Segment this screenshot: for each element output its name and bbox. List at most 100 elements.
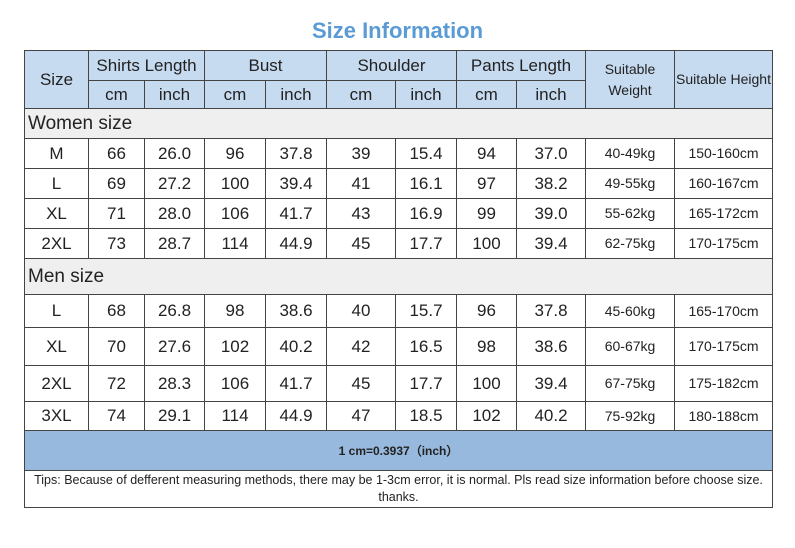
section-title: Men size [23,258,774,295]
table-row: 2XL 73 28.7 114 44.9 45 17.7 100 39.4 62-75kg 170-… [24,228,774,259]
data-cell: 97 [456,168,517,199]
header-cell: Bust [204,50,327,81]
table-row: XL 71 28.0 106 41.7 43 16.9 99 39.0 55-62kg 165-17… [24,198,774,229]
table-row: Men size [23,258,774,295]
data-cell: 170-175cm [674,327,774,366]
table-row: 1 cm=0.3937（inch） [23,430,774,471]
data-cell: 73 [88,228,145,259]
title: Size Information [311,18,484,43]
data-cell: 39.0 [515,198,587,229]
data-cell: 16.5 [395,327,457,366]
header-cell: Pants Length [455,50,587,81]
data-cell: 55-62kg [585,198,676,229]
data-cell: 38.6 [265,294,327,328]
data-cell: 47 [326,401,396,431]
table-row: M 66 26.0 96 37.8 39 15.4 94 37.0 40-49kg 150-160c… [24,138,774,169]
data-cell: 62-75kg [585,228,676,259]
data-cell: 39 [326,138,396,169]
table-row: Tips: Because of defferent measuring met… [23,470,774,508]
data-cell: 3XL [24,401,89,431]
data-cell: 102 [456,401,517,431]
section-title: Women size [23,108,774,139]
unit-cell: cm [456,80,517,109]
data-cell: 40-49kg [585,138,676,169]
header-cell: Suitable Weight [585,50,676,109]
data-cell: 94 [456,138,517,169]
table-row: L 69 27.2 100 39.4 41 16.1 97 38.2 49-55kg 160-167… [24,168,774,199]
data-cell: 45 [326,228,396,259]
data-cell: 100 [456,365,517,402]
data-cell: 16.1 [395,168,457,199]
data-cell: 44.9 [265,228,327,259]
data-cell: 99 [456,198,517,229]
data-cell: 28.0 [144,198,205,229]
data-cell: 38.6 [515,327,587,366]
data-cell: 40.2 [265,327,327,366]
data-cell: 114 [204,401,266,431]
table-row: XL 70 27.6 102 40.2 42 16.5 98 38.6 60-67kg 170-17… [24,327,774,366]
header-cell: Shirts Length [88,50,205,81]
data-cell: 106 [204,365,266,402]
unit-cell: inch [515,80,587,109]
data-cell: 28.3 [144,365,205,402]
data-cell: 41.7 [265,198,327,229]
unit-cell: inch [265,80,327,109]
data-cell: 75-92kg [585,401,676,431]
data-cell: 180-188cm [674,401,774,431]
data-cell: 45-60kg [585,294,676,328]
data-cell: 18.5 [395,401,457,431]
data-cell: 27.6 [144,327,205,366]
data-cell: 2XL [24,228,89,259]
data-cell: 16.9 [395,198,457,229]
data-cell: 42 [326,327,396,366]
data-cell: 98 [456,327,517,366]
data-cell: 40 [326,294,396,328]
data-cell: 27.2 [144,168,205,199]
data-cell: L [24,168,89,199]
data-cell: 150-160cm [674,138,774,169]
data-cell: 96 [456,294,517,328]
data-cell: 39.4 [265,168,327,199]
data-cell: 41 [326,168,396,199]
data-cell: 2XL [24,365,89,402]
data-cell: 98 [204,294,266,328]
data-cell: 17.7 [395,228,457,259]
data-cell: 39.4 [515,365,587,402]
data-cell: 100 [204,168,266,199]
tips-note: Tips: Because of defferent measuring met… [23,470,774,508]
size-table: Size Shirts Length Bust Shoulder Pants Lengt… [23,50,774,508]
header-cell: Size [24,50,89,109]
data-cell: 68 [88,294,145,328]
data-cell: 170-175cm [674,228,774,259]
unit-cell: cm [88,80,145,109]
data-cell: XL [24,327,89,366]
data-cell: 44.9 [265,401,327,431]
data-cell: 175-182cm [674,365,774,402]
data-cell: 70 [88,327,145,366]
data-cell: L [24,294,89,328]
unit-cell: cm [326,80,396,109]
table-row: cm inch cm inch cm inch cm inch [25,80,773,109]
data-cell: 114 [204,228,266,259]
unit-cell: inch [144,80,205,109]
conversion-note: 1 cm=0.3937（inch） [23,430,774,471]
data-cell: 49-55kg [585,168,676,199]
data-cell: 15.4 [395,138,457,169]
table-row: 2XL 72 28.3 106 41.7 45 17.7 100 39.4 67-75kg 175-… [24,365,774,402]
data-cell: 26.0 [144,138,205,169]
table-row: 3XL 74 29.1 114 44.9 47 18.5 102 40.2 75-92kg 180-… [24,401,774,431]
data-cell: 66 [88,138,145,169]
table-row: L 68 26.8 98 38.6 40 15.7 96 37.8 45-60kg 165-170c… [24,294,774,328]
data-cell: 38.2 [515,168,587,199]
header-cell: Suitable Height [674,50,774,109]
data-cell: 100 [456,228,517,259]
data-cell: 43 [326,198,396,229]
data-cell: 165-170cm [674,294,774,328]
data-cell: 39.4 [515,228,587,259]
data-cell: 106 [204,198,266,229]
data-cell: 71 [88,198,145,229]
data-cell: 72 [88,365,145,402]
data-cell: 17.7 [395,365,457,402]
data-cell: 69 [88,168,145,199]
